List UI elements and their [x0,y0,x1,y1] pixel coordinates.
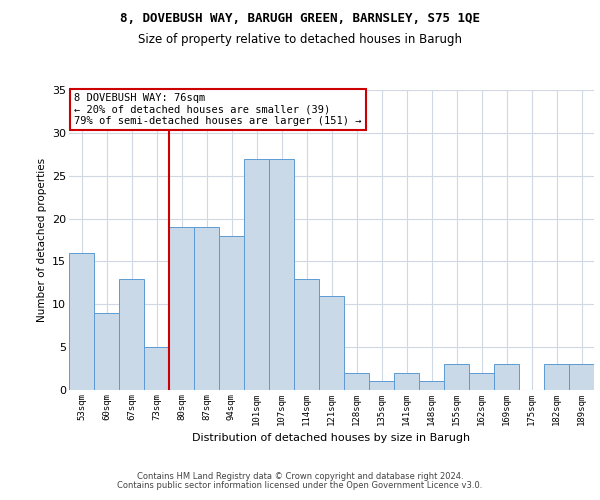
Text: Contains public sector information licensed under the Open Government Licence v3: Contains public sector information licen… [118,481,482,490]
Bar [94,313,119,390]
Bar [69,253,94,390]
Bar [494,364,519,390]
Bar [544,364,569,390]
Text: 8, DOVEBUSH WAY, BARUGH GREEN, BARNSLEY, S75 1QE: 8, DOVEBUSH WAY, BARUGH GREEN, BARNSLEY,… [120,12,480,26]
Bar [244,158,269,390]
Bar [419,382,444,390]
Bar [394,373,419,390]
Bar [344,373,369,390]
Bar [169,227,194,390]
Bar [319,296,344,390]
Text: Contains HM Land Registry data © Crown copyright and database right 2024.: Contains HM Land Registry data © Crown c… [137,472,463,481]
Bar [369,382,394,390]
Bar [219,236,244,390]
Bar [444,364,469,390]
Bar [144,347,169,390]
Bar [269,158,294,390]
X-axis label: Distribution of detached houses by size in Barugh: Distribution of detached houses by size … [193,434,470,444]
Bar [569,364,594,390]
Text: 8 DOVEBUSH WAY: 76sqm
← 20% of detached houses are smaller (39)
79% of semi-deta: 8 DOVEBUSH WAY: 76sqm ← 20% of detached … [74,93,362,126]
Bar [119,278,144,390]
Bar [294,278,319,390]
Bar [194,227,219,390]
Y-axis label: Number of detached properties: Number of detached properties [37,158,47,322]
Text: Size of property relative to detached houses in Barugh: Size of property relative to detached ho… [138,32,462,46]
Bar [469,373,494,390]
